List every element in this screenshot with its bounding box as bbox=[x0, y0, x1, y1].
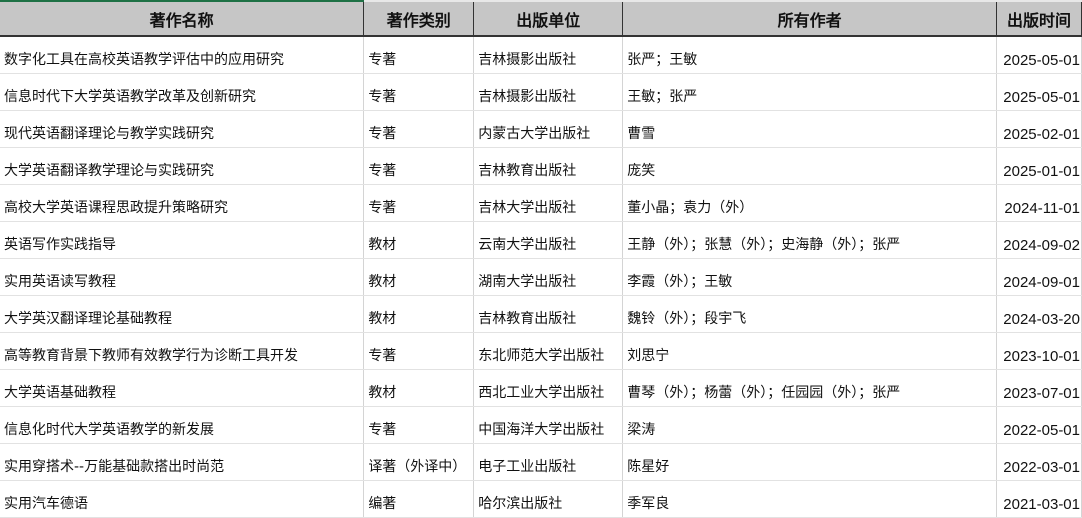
table-row: 现代英语翻译理论与教学实践研究 专著 内蒙古大学出版社 曹雪 2025-02-01 bbox=[0, 110, 1082, 148]
cell-category[interactable]: 教材 bbox=[363, 221, 475, 259]
table-row: 实用英语读写教程 教材 湖南大学出版社 李霞（外）；王敏 2024-09-01 bbox=[0, 258, 1082, 296]
column-header-publisher[interactable]: 出版单位 bbox=[473, 0, 624, 37]
cell-category[interactable]: 专著 bbox=[363, 184, 475, 222]
cell-title[interactable]: 高等教育背景下教师有效教学行为诊断工具开发 bbox=[0, 332, 365, 370]
cell-publisher[interactable]: 哈尔滨出版社 bbox=[473, 480, 624, 518]
cell-authors[interactable]: 李霞（外）；王敏 bbox=[622, 258, 997, 296]
table-row: 信息化时代大学英语教学的新发展 专著 中国海洋大学出版社 梁涛 2022-05-01 bbox=[0, 406, 1082, 444]
cell-date[interactable]: 2023-10-01 bbox=[996, 332, 1082, 370]
cell-date[interactable]: 2023-07-01 bbox=[996, 369, 1082, 407]
table-row: 大学英汉翻译理论基础教程 教材 吉林教育出版社 魏铃（外）；段宇飞 2024-03-20 bbox=[0, 295, 1082, 333]
cell-title[interactable]: 实用汽车德语 bbox=[0, 480, 365, 518]
cell-category[interactable]: 专著 bbox=[363, 110, 475, 148]
cell-date[interactable]: 2025-02-01 bbox=[996, 110, 1082, 148]
table-row: 英语写作实践指导 教材 云南大学出版社 王静（外）；张慧（外）；史海静（外）；张严 20… bbox=[0, 221, 1082, 259]
cell-date[interactable]: 2024-11-01 bbox=[996, 184, 1082, 222]
cell-authors[interactable]: 曹琴（外）；杨蕾（外）；任园园（外）；张严 bbox=[622, 369, 997, 407]
cell-date[interactable]: 2025-01-01 bbox=[996, 147, 1082, 185]
cell-authors[interactable]: 曹雪 bbox=[622, 110, 997, 148]
cell-category[interactable]: 编著 bbox=[363, 480, 475, 518]
cell-authors[interactable]: 陈星好 bbox=[622, 443, 997, 481]
cell-authors[interactable]: 魏铃（外）；段宇飞 bbox=[622, 295, 997, 333]
cell-publisher[interactable]: 吉林教育出版社 bbox=[473, 295, 624, 333]
cell-date[interactable]: 2022-03-01 bbox=[996, 443, 1082, 481]
cell-category[interactable]: 专著 bbox=[363, 406, 475, 444]
cell-authors[interactable]: 董小晶；袁力（外） bbox=[622, 184, 997, 222]
table-row: 大学英语基础教程 教材 西北工业大学出版社 曹琴（外）；杨蕾（外）；任园园（外）；张严… bbox=[0, 369, 1082, 407]
cell-date[interactable]: 2024-09-01 bbox=[996, 258, 1082, 296]
selection-indicator bbox=[0, 0, 364, 2]
cell-authors[interactable]: 张严；王敏 bbox=[622, 36, 997, 74]
cell-title[interactable]: 信息时代下大学英语教学改革及创新研究 bbox=[0, 73, 365, 111]
cell-category[interactable]: 教材 bbox=[363, 369, 475, 407]
cell-title[interactable]: 英语写作实践指导 bbox=[0, 221, 365, 259]
cell-date[interactable]: 2022-05-01 bbox=[996, 406, 1082, 444]
cell-publisher[interactable]: 湖南大学出版社 bbox=[473, 258, 624, 296]
column-header-title[interactable]: 著作名称 bbox=[0, 0, 365, 37]
cell-publisher[interactable]: 电子工业出版社 bbox=[473, 443, 624, 481]
table-row: 高校大学英语课程思政提升策略研究 专著 吉林大学出版社 董小晶；袁力（外） 2024-1… bbox=[0, 184, 1082, 222]
cell-title[interactable]: 实用穿搭术--万能基础款搭出时尚范 bbox=[0, 443, 365, 481]
cell-publisher[interactable]: 东北师范大学出版社 bbox=[473, 332, 624, 370]
cell-authors[interactable]: 庞笑 bbox=[622, 147, 997, 185]
cell-title[interactable]: 信息化时代大学英语教学的新发展 bbox=[0, 406, 365, 444]
cell-date[interactable]: 2025-05-01 bbox=[996, 73, 1082, 111]
cell-publisher[interactable]: 吉林教育出版社 bbox=[473, 147, 624, 185]
cell-category[interactable]: 教材 bbox=[363, 258, 475, 296]
cell-title[interactable]: 数字化工具在高校英语教学评估中的应用研究 bbox=[0, 36, 365, 74]
cell-authors[interactable]: 王静（外）；张慧（外）；史海静（外）；张严 bbox=[622, 221, 997, 259]
cell-category[interactable]: 专著 bbox=[363, 36, 475, 74]
header-row: 著作名称 著作类别 出版单位 所有作者 出版时间 bbox=[0, 0, 1082, 37]
table-row: 信息时代下大学英语教学改革及创新研究 专著 吉林摄影出版社 王敏；张严 2025-05-… bbox=[0, 73, 1082, 111]
cell-authors[interactable]: 王敏；张严 bbox=[622, 73, 997, 111]
column-header-category[interactable]: 著作类别 bbox=[363, 0, 475, 37]
cell-title[interactable]: 高校大学英语课程思政提升策略研究 bbox=[0, 184, 365, 222]
cell-authors[interactable]: 季军良 bbox=[622, 480, 997, 518]
cell-title[interactable]: 大学英语基础教程 bbox=[0, 369, 365, 407]
column-header-authors[interactable]: 所有作者 bbox=[622, 0, 997, 37]
cell-publisher[interactable]: 内蒙古大学出版社 bbox=[473, 110, 624, 148]
cell-publisher[interactable]: 吉林摄影出版社 bbox=[473, 36, 624, 74]
cell-category[interactable]: 专著 bbox=[363, 73, 475, 111]
cell-category[interactable]: 译著（外译中） bbox=[363, 443, 475, 481]
cell-date[interactable]: 2024-09-02 bbox=[996, 221, 1082, 259]
cell-date[interactable]: 2024-03-20 bbox=[996, 295, 1082, 333]
cell-authors[interactable]: 梁涛 bbox=[622, 406, 997, 444]
cell-title[interactable]: 现代英语翻译理论与教学实践研究 bbox=[0, 110, 365, 148]
cell-category[interactable]: 专著 bbox=[363, 147, 475, 185]
cell-publisher[interactable]: 吉林大学出版社 bbox=[473, 184, 624, 222]
table-row: 高等教育背景下教师有效教学行为诊断工具开发 专著 东北师范大学出版社 刘思宁 2023-… bbox=[0, 332, 1082, 370]
table-row: 实用汽车德语 编著 哈尔滨出版社 季军良 2021-03-01 bbox=[0, 480, 1082, 518]
cell-authors[interactable]: 刘思宁 bbox=[622, 332, 997, 370]
column-header-date[interactable]: 出版时间 bbox=[996, 0, 1082, 37]
table-row: 数字化工具在高校英语教学评估中的应用研究 专著 吉林摄影出版社 张严；王敏 2025-0… bbox=[0, 36, 1082, 74]
cell-category[interactable]: 教材 bbox=[363, 295, 475, 333]
cell-publisher[interactable]: 中国海洋大学出版社 bbox=[473, 406, 624, 444]
table-row: 大学英语翻译教学理论与实践研究 专著 吉林教育出版社 庞笑 2025-01-01 bbox=[0, 147, 1082, 185]
cell-publisher[interactable]: 西北工业大学出版社 bbox=[473, 369, 624, 407]
cell-publisher[interactable]: 云南大学出版社 bbox=[473, 221, 624, 259]
cell-date[interactable]: 2021-03-01 bbox=[996, 480, 1082, 518]
cell-publisher[interactable]: 吉林摄影出版社 bbox=[473, 73, 624, 111]
cell-title[interactable]: 大学英语翻译教学理论与实践研究 bbox=[0, 147, 365, 185]
cell-title[interactable]: 大学英汉翻译理论基础教程 bbox=[0, 295, 365, 333]
cell-date[interactable]: 2025-05-01 bbox=[996, 36, 1082, 74]
cell-category[interactable]: 专著 bbox=[363, 332, 475, 370]
cell-title[interactable]: 实用英语读写教程 bbox=[0, 258, 365, 296]
table-row: 实用穿搭术--万能基础款搭出时尚范 译著（外译中） 电子工业出版社 陈星好 2022-0… bbox=[0, 443, 1082, 481]
